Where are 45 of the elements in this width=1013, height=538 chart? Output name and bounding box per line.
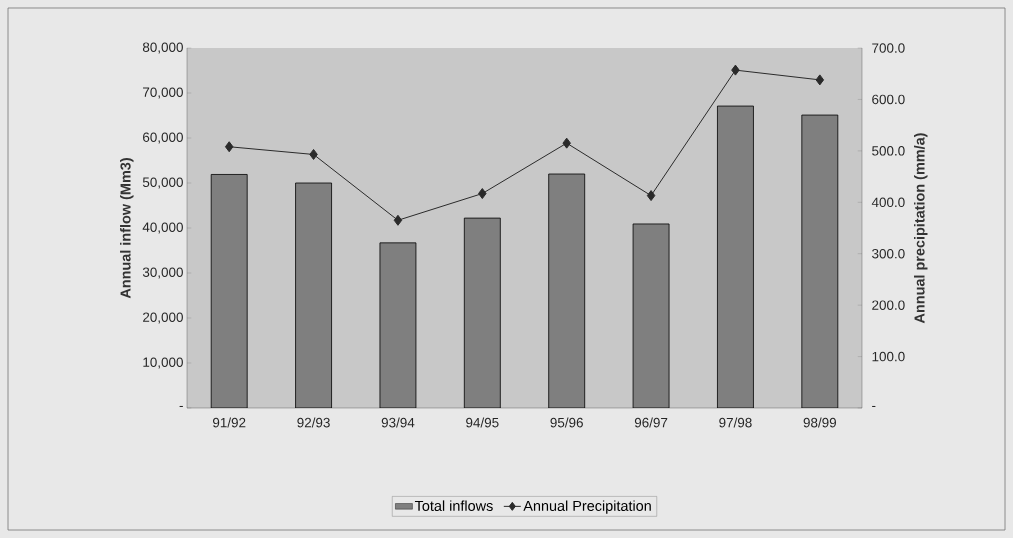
y2-axis-title: Annual precipitation (mm/a): [914, 133, 928, 324]
x-tick-label: 94/95: [466, 417, 499, 428]
y-axis-title: Annual inflow (Mm3): [120, 158, 134, 299]
point: [393, 214, 403, 226]
y-tick-label: 40,000: [142, 222, 183, 234]
x-tick-label: 98/99: [803, 417, 837, 428]
y-tick-label: 60,000: [143, 132, 183, 144]
y-tick-label: 70,000: [143, 87, 183, 99]
y-tick-label: 50,000: [142, 177, 183, 189]
bar: [295, 182, 332, 408]
bar: [717, 105, 754, 408]
y2-tick-label: 400.0: [871, 197, 905, 208]
y-tick-label: 80,000: [142, 42, 183, 54]
bar: [801, 114, 839, 408]
y2-tick-label: 100.0: [872, 351, 905, 362]
x-tick-label: 93/94: [381, 417, 415, 428]
legend-label: Total inflows: [414, 500, 493, 511]
point: [224, 141, 234, 153]
y-tick-label: 20,000: [143, 312, 183, 324]
x-tick-label: 92/93: [297, 417, 330, 428]
y2-tick-label: 200.0: [872, 300, 905, 310]
point: [815, 74, 825, 86]
y2-tick-label: 600.0: [872, 94, 905, 105]
y-tick-label: -: [179, 405, 183, 407]
bar: [210, 174, 248, 408]
legend-label: Annual Precipitation: [523, 500, 651, 514]
x-tick-label: 97/98: [719, 417, 752, 428]
bar: [548, 173, 586, 408]
y-tick-label: 30,000: [142, 267, 183, 279]
x-tick-label: 91/92: [212, 417, 246, 428]
x-tick-label: 95/96: [550, 417, 583, 428]
bar: [379, 242, 417, 408]
y2-tick-label: 700.0: [872, 43, 905, 53]
y2-tick-label: 300.0: [872, 248, 905, 259]
point: [562, 137, 571, 149]
point: [309, 148, 318, 160]
bar: [463, 217, 501, 408]
point: [731, 64, 740, 76]
bar: [632, 223, 670, 408]
point: [478, 188, 487, 200]
y-tick-label: 10,000: [143, 357, 183, 369]
y2-tick-label: -: [872, 405, 876, 407]
y2-tick-label: 500.0: [872, 146, 905, 156]
x-tick-label: 96/97: [634, 417, 668, 428]
point: [646, 190, 656, 202]
